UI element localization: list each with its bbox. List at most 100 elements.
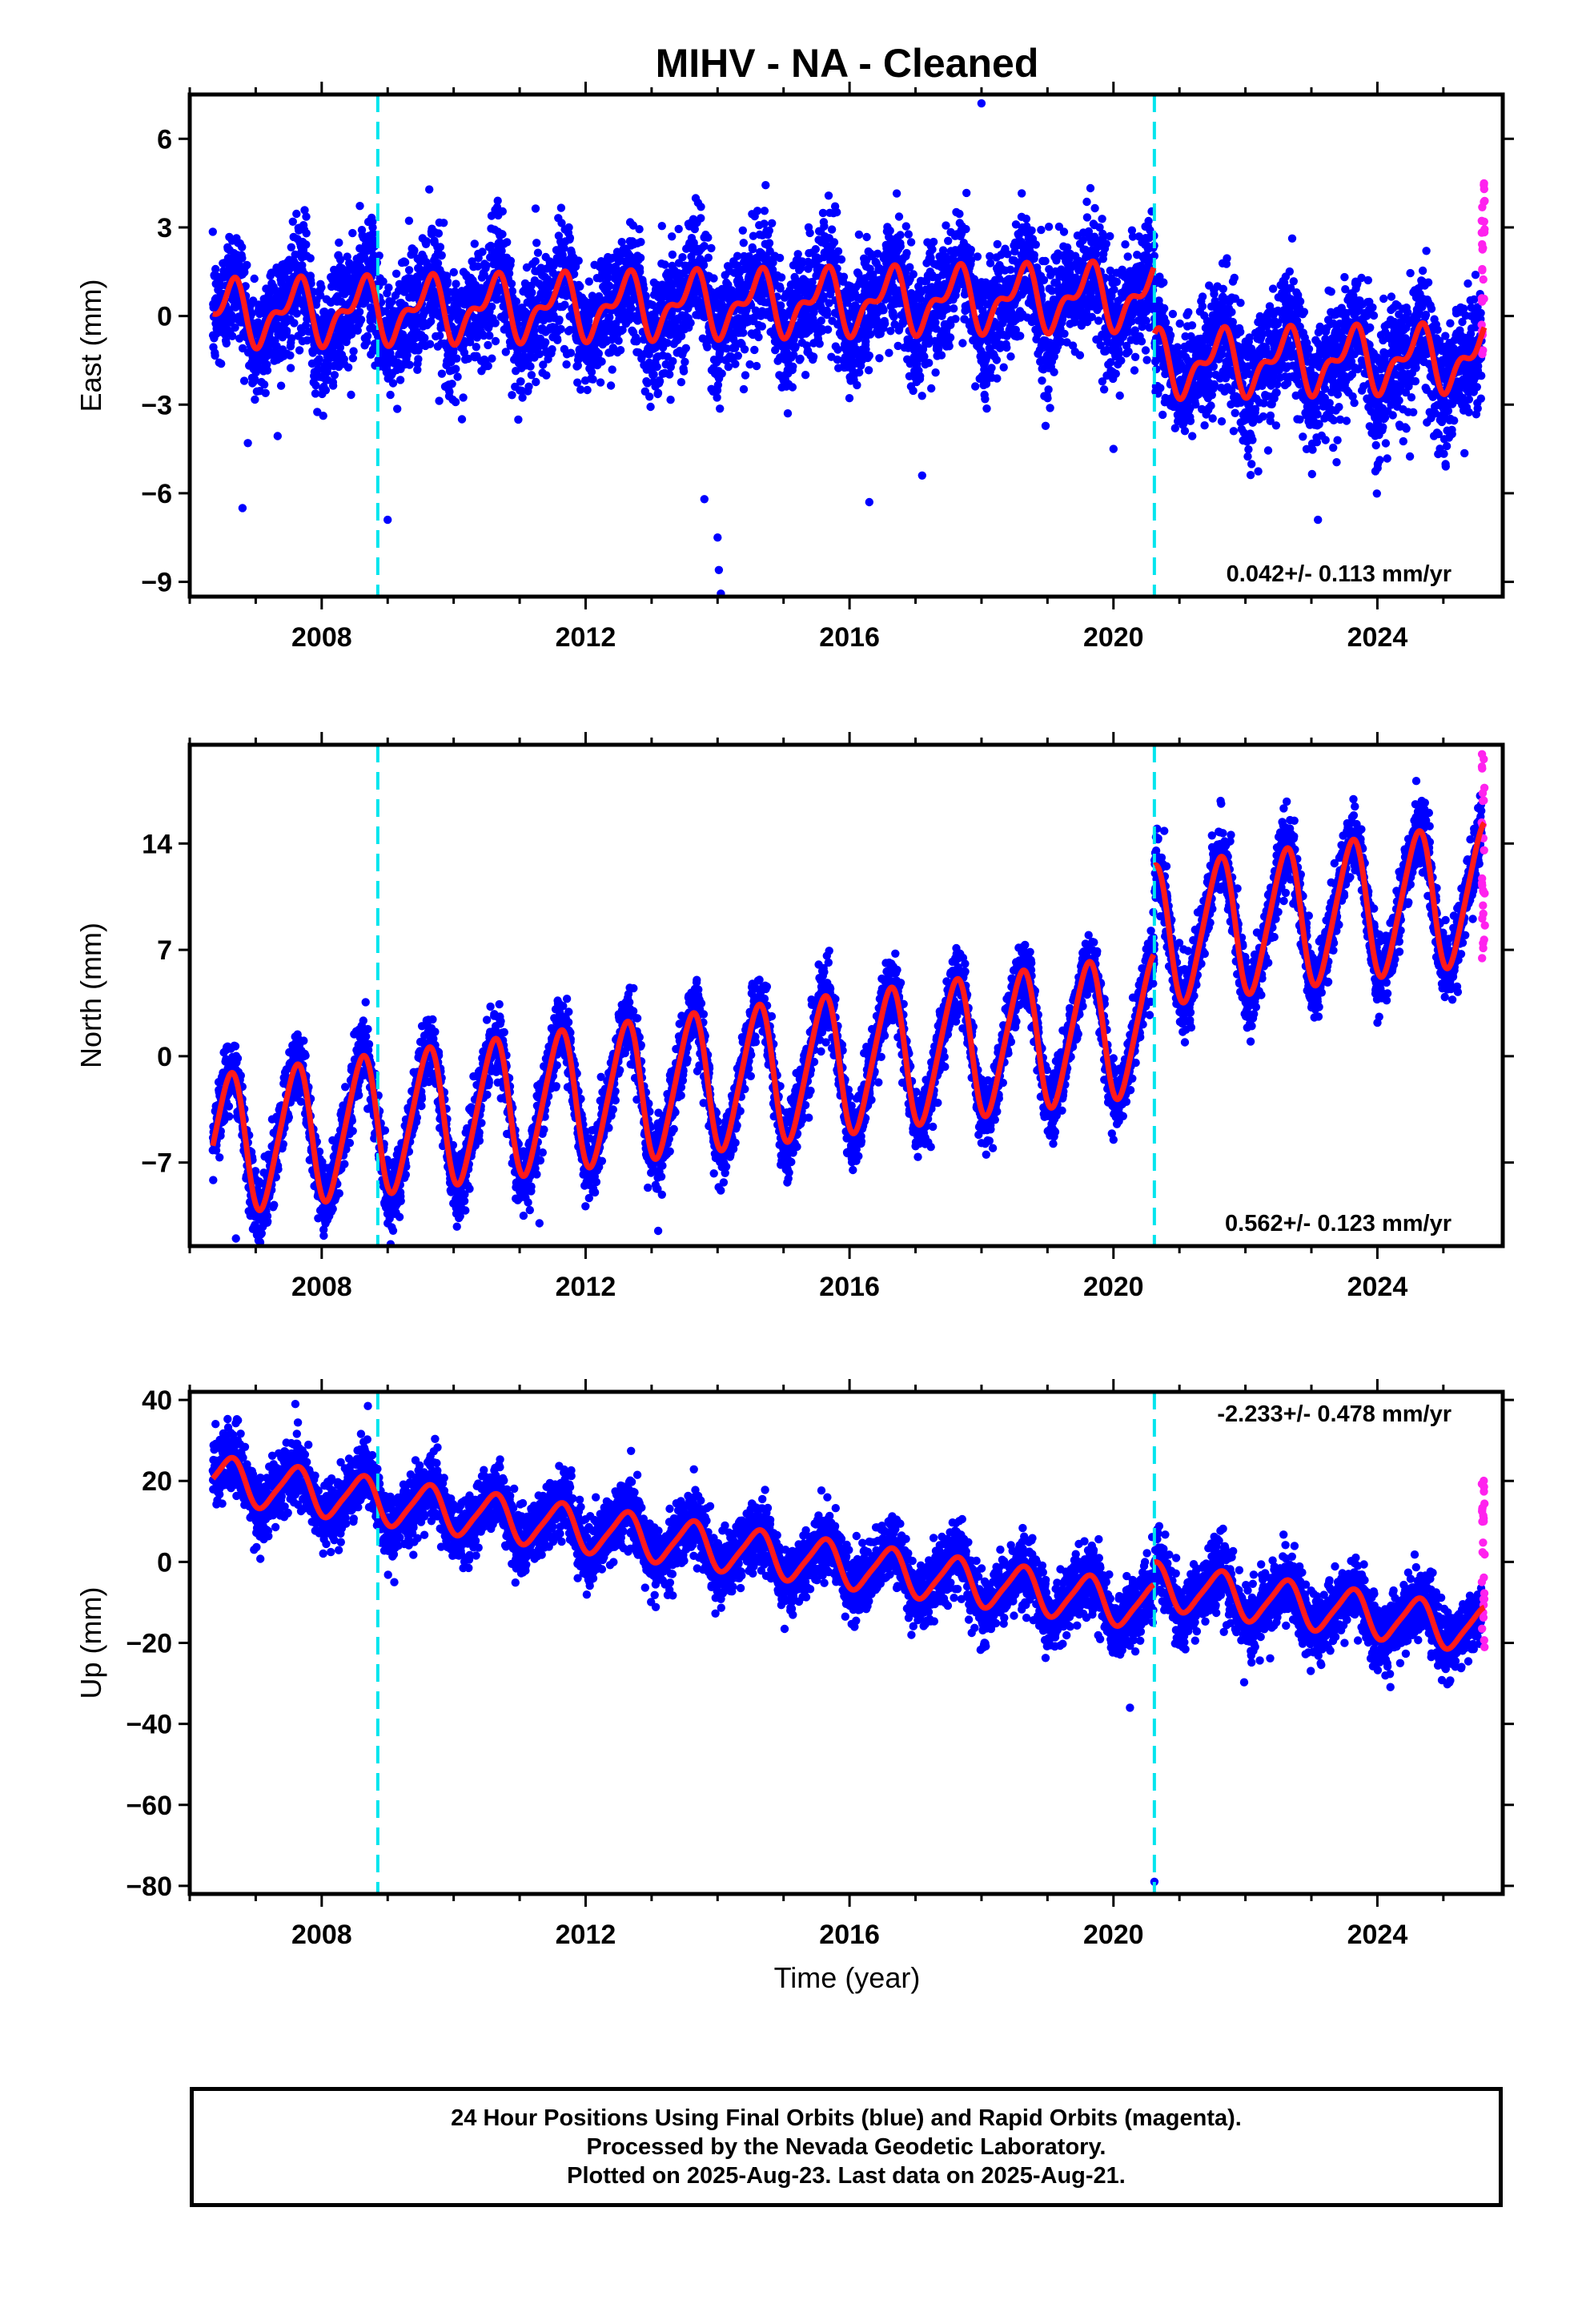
- final-orbit-point: [713, 393, 721, 402]
- final-orbit-point: [404, 266, 414, 275]
- final-orbit-point: [788, 383, 797, 392]
- final-orbit-point: [531, 257, 540, 266]
- final-orbit-point: [632, 337, 641, 346]
- final-orbit-point: [905, 263, 914, 271]
- final-orbit-point: [440, 219, 448, 227]
- final-orbit-point: [645, 392, 654, 401]
- final-orbit-point: [823, 325, 833, 334]
- final-orbit-point: [1099, 385, 1109, 394]
- final-orbit-point: [739, 384, 749, 394]
- final-orbit-point: [731, 360, 740, 368]
- final-orbit-point: [608, 365, 616, 374]
- final-orbit-point: [894, 212, 904, 221]
- final-orbit-point: [217, 360, 226, 368]
- final-orbit-point: [208, 227, 217, 236]
- final-orbit-point: [539, 360, 548, 369]
- final-orbit-point: [864, 366, 873, 375]
- final-orbit-point: [243, 260, 251, 270]
- final-orbit-point: [564, 223, 573, 232]
- final-orbit-point: [384, 283, 393, 292]
- final-orbit-point: [663, 339, 672, 348]
- final-orbit-point: [243, 439, 252, 448]
- final-orbit-point: [292, 209, 301, 219]
- final-orbit-point: [400, 258, 410, 267]
- final-orbit-point: [516, 377, 525, 386]
- final-orbit-point: [251, 395, 259, 404]
- final-orbit-point: [818, 208, 828, 218]
- final-orbit-point: [713, 380, 723, 389]
- final-orbit-point: [982, 404, 991, 413]
- final-orbit-point: [733, 352, 742, 360]
- final-orbit-point: [754, 332, 763, 342]
- final-orbit-point: [276, 381, 286, 390]
- final-orbit-point: [319, 412, 327, 420]
- final-orbit-point: [573, 378, 582, 387]
- final-orbit-point: [355, 308, 364, 316]
- final-orbit-point: [709, 274, 718, 283]
- final-orbit-point: [484, 340, 492, 350]
- final-orbit-point: [827, 225, 837, 234]
- final-orbit-point: [512, 297, 521, 306]
- final-orbit-point: [904, 230, 913, 239]
- final-orbit-point: [553, 336, 562, 344]
- final-orbit-point: [228, 332, 237, 340]
- final-orbit-point: [640, 284, 648, 293]
- final-orbit-point: [665, 370, 674, 379]
- final-orbit-point: [697, 203, 705, 211]
- final-orbit-point: [508, 287, 517, 296]
- final-orbit-point: [808, 278, 817, 287]
- final-orbit-point: [627, 304, 636, 313]
- final-orbit-point: [452, 354, 461, 363]
- final-orbit-point: [587, 368, 596, 376]
- final-orbit-point: [368, 229, 377, 238]
- final-orbit-point: [909, 386, 917, 396]
- final-orbit-point: [993, 374, 1002, 383]
- final-orbit-point: [1060, 329, 1069, 338]
- final-orbit-point: [238, 243, 247, 251]
- final-orbit-point: [330, 371, 339, 380]
- final-orbit-point: [290, 319, 299, 328]
- final-orbit-point: [574, 256, 583, 265]
- final-orbit-point: [347, 390, 355, 400]
- final-orbit-point: [420, 333, 429, 343]
- final-orbit-point: [971, 382, 980, 391]
- final-orbit-point: [704, 233, 713, 242]
- final-orbit-point: [966, 245, 976, 255]
- final-orbit-point: [1082, 197, 1091, 207]
- final-orbit-point: [532, 377, 540, 387]
- final-orbit-point: [771, 346, 780, 355]
- final-orbit-point: [507, 279, 516, 288]
- final-orbit-point: [1030, 251, 1039, 259]
- final-orbit-point: [928, 245, 937, 254]
- final-orbit-point: [434, 229, 444, 238]
- final-orbit-point: [474, 253, 483, 263]
- final-orbit-point: [530, 327, 539, 336]
- final-orbit-point: [459, 393, 468, 402]
- final-orbit-point: [311, 389, 320, 398]
- final-orbit-point: [375, 251, 383, 260]
- final-orbit-point: [946, 333, 955, 342]
- final-orbit-point: [569, 270, 579, 279]
- final-orbit-point: [263, 366, 272, 375]
- final-orbit-point: [853, 380, 861, 390]
- final-orbit-point: [1027, 226, 1036, 235]
- final-orbit-point: [760, 219, 769, 228]
- final-orbit-point: [902, 248, 911, 258]
- final-orbit-point: [987, 364, 996, 372]
- final-orbit-point: [768, 265, 777, 275]
- final-orbit-point: [765, 239, 774, 247]
- final-orbit-point: [349, 347, 358, 356]
- final-orbit-point: [606, 381, 616, 390]
- final-orbit-point: [368, 223, 377, 232]
- final-orbit-point: [909, 270, 918, 279]
- final-orbit-point: [1046, 404, 1054, 412]
- final-orbit-point: [355, 202, 364, 211]
- final-orbit-point: [678, 253, 687, 262]
- final-orbit-point: [677, 378, 686, 387]
- final-orbit-point: [388, 379, 398, 388]
- final-orbit-point: [761, 181, 770, 190]
- final-orbit-point: [879, 306, 888, 315]
- final-orbit-point: [533, 248, 543, 257]
- final-orbit-point: [444, 296, 453, 304]
- final-orbit-point: [427, 317, 436, 326]
